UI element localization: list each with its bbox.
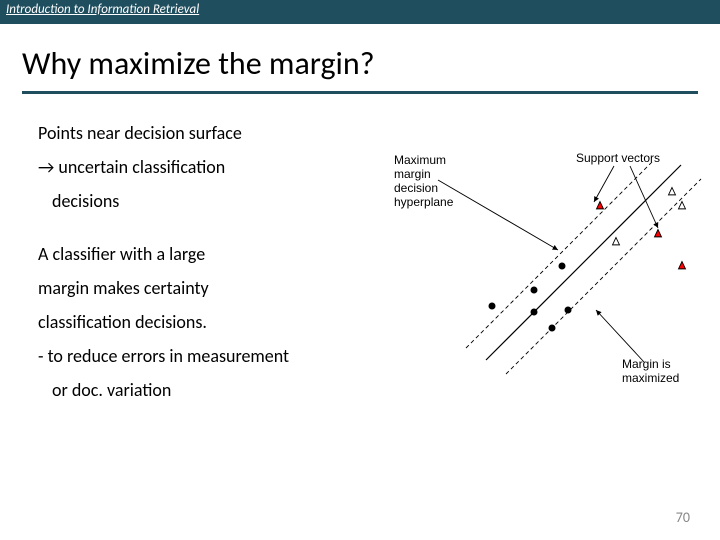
svg-text:maximized: maximized — [622, 371, 679, 385]
title-underline — [22, 91, 698, 94]
body-line-1: Points near decision surface — [38, 116, 690, 150]
header-label: Introduction to Information Retrieval — [6, 2, 199, 17]
svg-text:margin: margin — [394, 167, 431, 181]
slide-title: Why maximize the margin? — [22, 44, 698, 83]
svm-diagram: Maximummargindecisionhyperplane Support v… — [386, 150, 706, 410]
svg-text:Support vectors: Support vectors — [576, 151, 660, 165]
header-bar: Introduction to Information Retrieval — [0, 0, 720, 24]
svg-text:hyperplane: hyperplane — [394, 195, 454, 209]
title-area: Why maximize the margin? — [0, 24, 720, 102]
svg-text:Maximum: Maximum — [394, 153, 446, 167]
page-number: 70 — [676, 509, 690, 526]
svg-text:decision: decision — [394, 181, 438, 195]
svg-text:Margin is: Margin is — [622, 357, 671, 371]
